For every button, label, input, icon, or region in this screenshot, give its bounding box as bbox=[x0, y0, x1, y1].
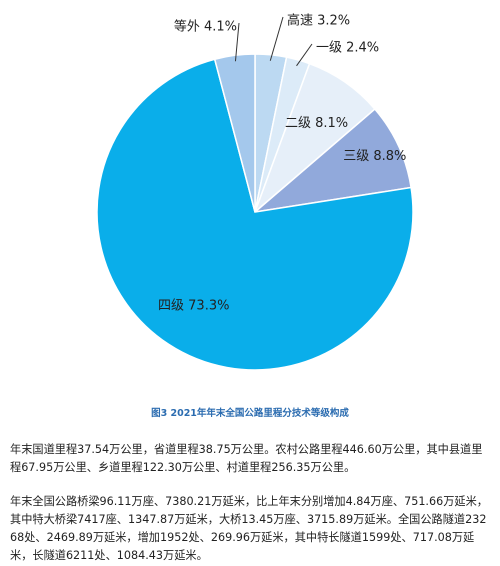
pie-labels: 高速 3.2% 一级 2.4% 二级 8.1% 三级 8.8% 四级 73.3% 等外 4… bbox=[158, 13, 406, 314]
slice-label-0: 高速 3.2% bbox=[287, 13, 350, 29]
pie-slice-4 bbox=[96, 58, 414, 371]
paragraph-bridges-tunnels: 年末全国公路桥梁96.11万座、7380.21万延米，比上年末分别增加4.84万… bbox=[10, 495, 488, 562]
pie-slice-3 bbox=[252, 108, 412, 214]
pie-slices bbox=[96, 53, 414, 371]
slice-label-2: 二级 8.1% bbox=[285, 116, 348, 131]
pie-slice-5 bbox=[213, 53, 256, 213]
slice-label-4: 四级 73.3% bbox=[158, 298, 229, 313]
figure-caption: 图3 2021年年末全国公路里程分技术等级构成 bbox=[151, 408, 349, 419]
leader-line-5 bbox=[234, 22, 240, 62]
slice-label-3: 三级 8.8% bbox=[343, 149, 406, 164]
slice-label-5: 等外 4.1% bbox=[174, 19, 237, 35]
paragraph-road-mileage: 年末国道里程37.54万公里，省道里程38.75万公里。农村公路里程446.60… bbox=[10, 443, 483, 474]
slice-label-1: 一级 2.4% bbox=[316, 41, 379, 56]
leader-line-0 bbox=[269, 16, 284, 61]
leader-line-1 bbox=[296, 43, 313, 67]
pie-chart: 高速 3.2% 一级 2.4% 二级 8.1% 三级 8.8% 四级 73.3% 等外 4… bbox=[96, 13, 414, 371]
